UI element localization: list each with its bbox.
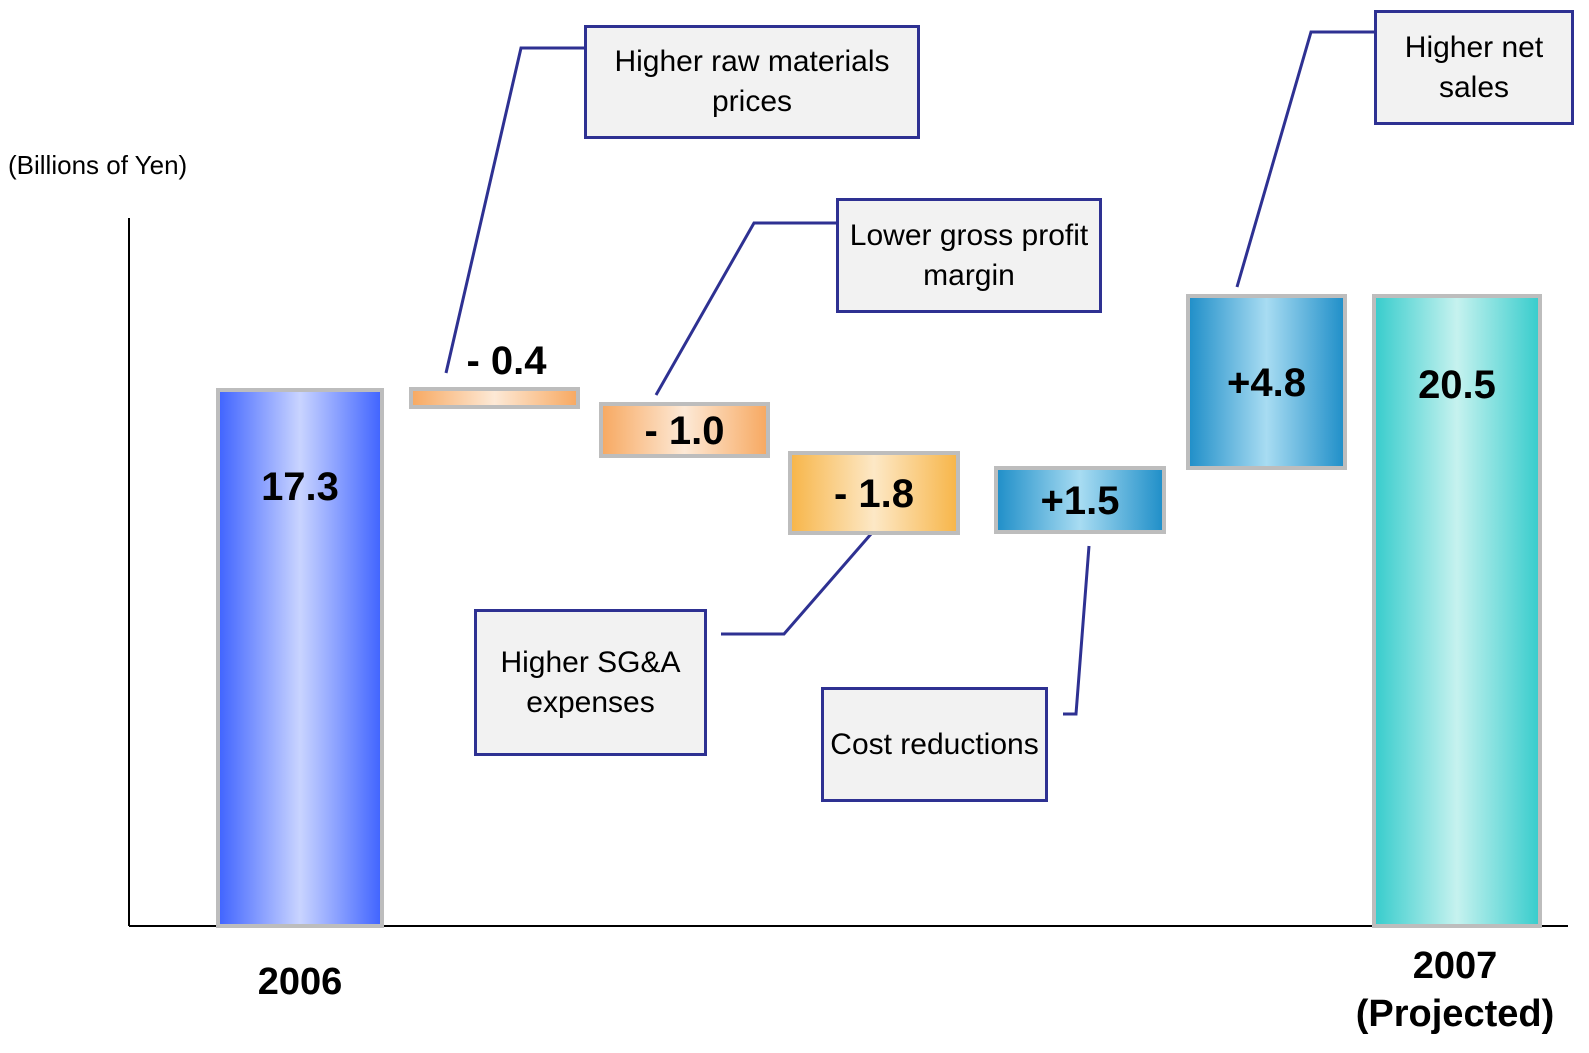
bar-3 — [788, 451, 960, 535]
leader-line-0 — [444, 46, 584, 374]
callout-sga-expenses: Higher SG&A expenses — [474, 609, 707, 756]
callout-raw-materials: Higher raw materials prices — [584, 25, 920, 139]
bar-4 — [994, 466, 1166, 534]
bar-value-label-6: 20.5 — [1418, 363, 1496, 407]
bar-0 — [216, 388, 384, 928]
leader-line-2 — [721, 533, 873, 636]
leader-line-3 — [1063, 545, 1091, 716]
bar-value-label-1: - 0.4 — [466, 339, 547, 383]
x-label-2007-projected: 2007 (Projected) — [1330, 942, 1580, 1038]
callout-net-sales: Higher net sales — [1374, 10, 1574, 125]
leader-line-4 — [1235, 30, 1374, 288]
bar-1 — [409, 387, 580, 409]
bar-value-label-0: 17.3 — [261, 465, 339, 509]
bar-value-label-5: +4.8 — [1227, 361, 1306, 405]
callout-gross-margin: Lower gross profit margin — [836, 198, 1102, 313]
y-unit-label: (Billions of Yen) — [8, 150, 188, 180]
x-label-2007-line2: (Projected) — [1355, 993, 1555, 1035]
bar-6 — [1372, 294, 1542, 928]
x-label-2006: 2006 — [257, 961, 343, 1003]
bar-2 — [599, 402, 770, 458]
x-label-2007-line1: 2007 — [1412, 945, 1498, 987]
bar-5 — [1186, 294, 1347, 470]
leader-line-1 — [654, 221, 836, 396]
bar-value-label-4: +1.5 — [1041, 479, 1120, 523]
bar-value-label-3: - 1.8 — [834, 472, 914, 516]
bar-value-label-2: - 1.0 — [644, 409, 724, 453]
callout-cost-reductions: Cost reductions — [821, 687, 1048, 802]
